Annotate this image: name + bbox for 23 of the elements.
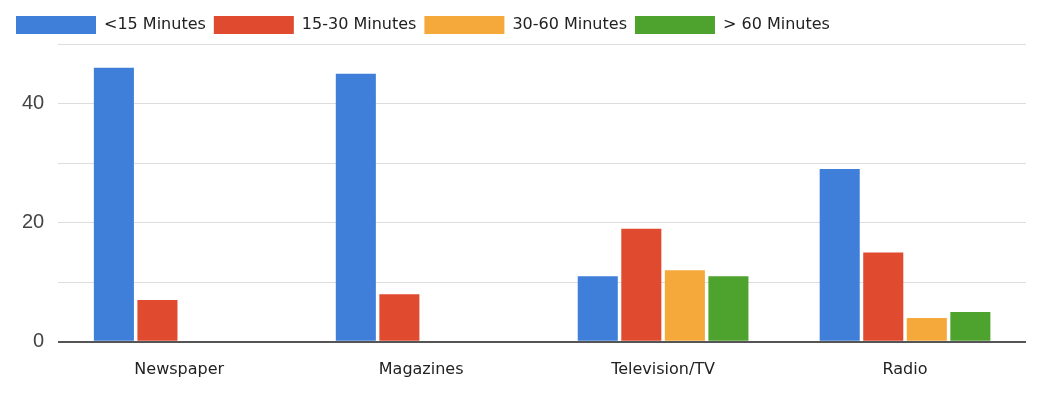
y-tick-label: 20	[22, 210, 45, 233]
x-tick-label: Television/TV	[610, 358, 716, 378]
bar	[577, 276, 618, 341]
bar	[664, 270, 705, 341]
bar	[950, 312, 991, 341]
bar	[863, 252, 904, 341]
legend-label: > 60 Minutes	[722, 14, 830, 34]
legend-label: 30-60 Minutes	[512, 14, 627, 34]
bar	[335, 73, 376, 341]
legend-label: 15-30 Minutes	[301, 14, 417, 34]
x-tick-label: Magazines	[378, 358, 464, 378]
x-tick-label: Radio	[882, 358, 928, 378]
bar	[379, 294, 420, 341]
x-tick-label: Newspaper	[134, 358, 225, 378]
legend-label: <15 Minutes	[104, 14, 206, 34]
y-tick-label: 40	[22, 91, 45, 114]
bar	[137, 300, 178, 341]
bar	[621, 228, 662, 341]
bar	[906, 317, 947, 341]
y-tick-label: 0	[33, 329, 45, 352]
bar	[819, 169, 860, 341]
bar	[93, 67, 134, 341]
bar	[708, 276, 749, 341]
